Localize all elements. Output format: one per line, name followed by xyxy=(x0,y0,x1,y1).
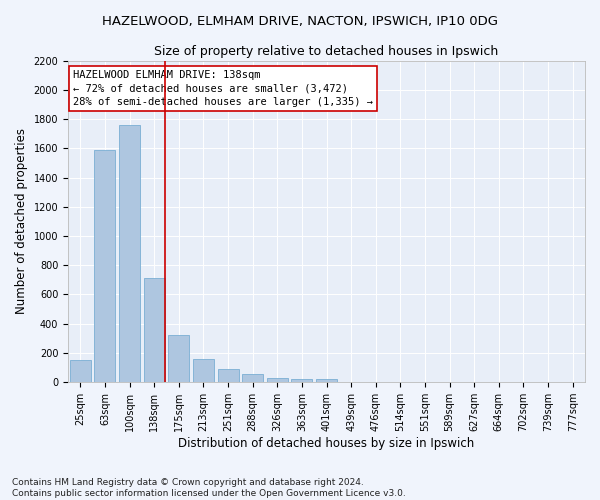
X-axis label: Distribution of detached houses by size in Ipswich: Distribution of detached houses by size … xyxy=(178,437,475,450)
Bar xyxy=(292,378,313,382)
Title: Size of property relative to detached houses in Ipswich: Size of property relative to detached ho… xyxy=(154,45,499,58)
Bar xyxy=(169,336,189,382)
Text: HAZELWOOD ELMHAM DRIVE: 138sqm
← 72% of detached houses are smaller (3,472)
28% : HAZELWOOD ELMHAM DRIVE: 138sqm ← 72% of … xyxy=(73,70,373,106)
Bar xyxy=(193,359,214,382)
Bar xyxy=(144,278,164,382)
Text: HAZELWOOD, ELMHAM DRIVE, NACTON, IPSWICH, IP10 0DG: HAZELWOOD, ELMHAM DRIVE, NACTON, IPSWICH… xyxy=(102,15,498,28)
Bar xyxy=(242,374,263,382)
Bar xyxy=(70,360,91,382)
Bar xyxy=(119,125,140,382)
Bar xyxy=(316,380,337,382)
Bar xyxy=(94,150,115,382)
Bar xyxy=(267,378,288,382)
Text: Contains HM Land Registry data © Crown copyright and database right 2024.
Contai: Contains HM Land Registry data © Crown c… xyxy=(12,478,406,498)
Y-axis label: Number of detached properties: Number of detached properties xyxy=(15,128,28,314)
Bar xyxy=(218,369,239,382)
